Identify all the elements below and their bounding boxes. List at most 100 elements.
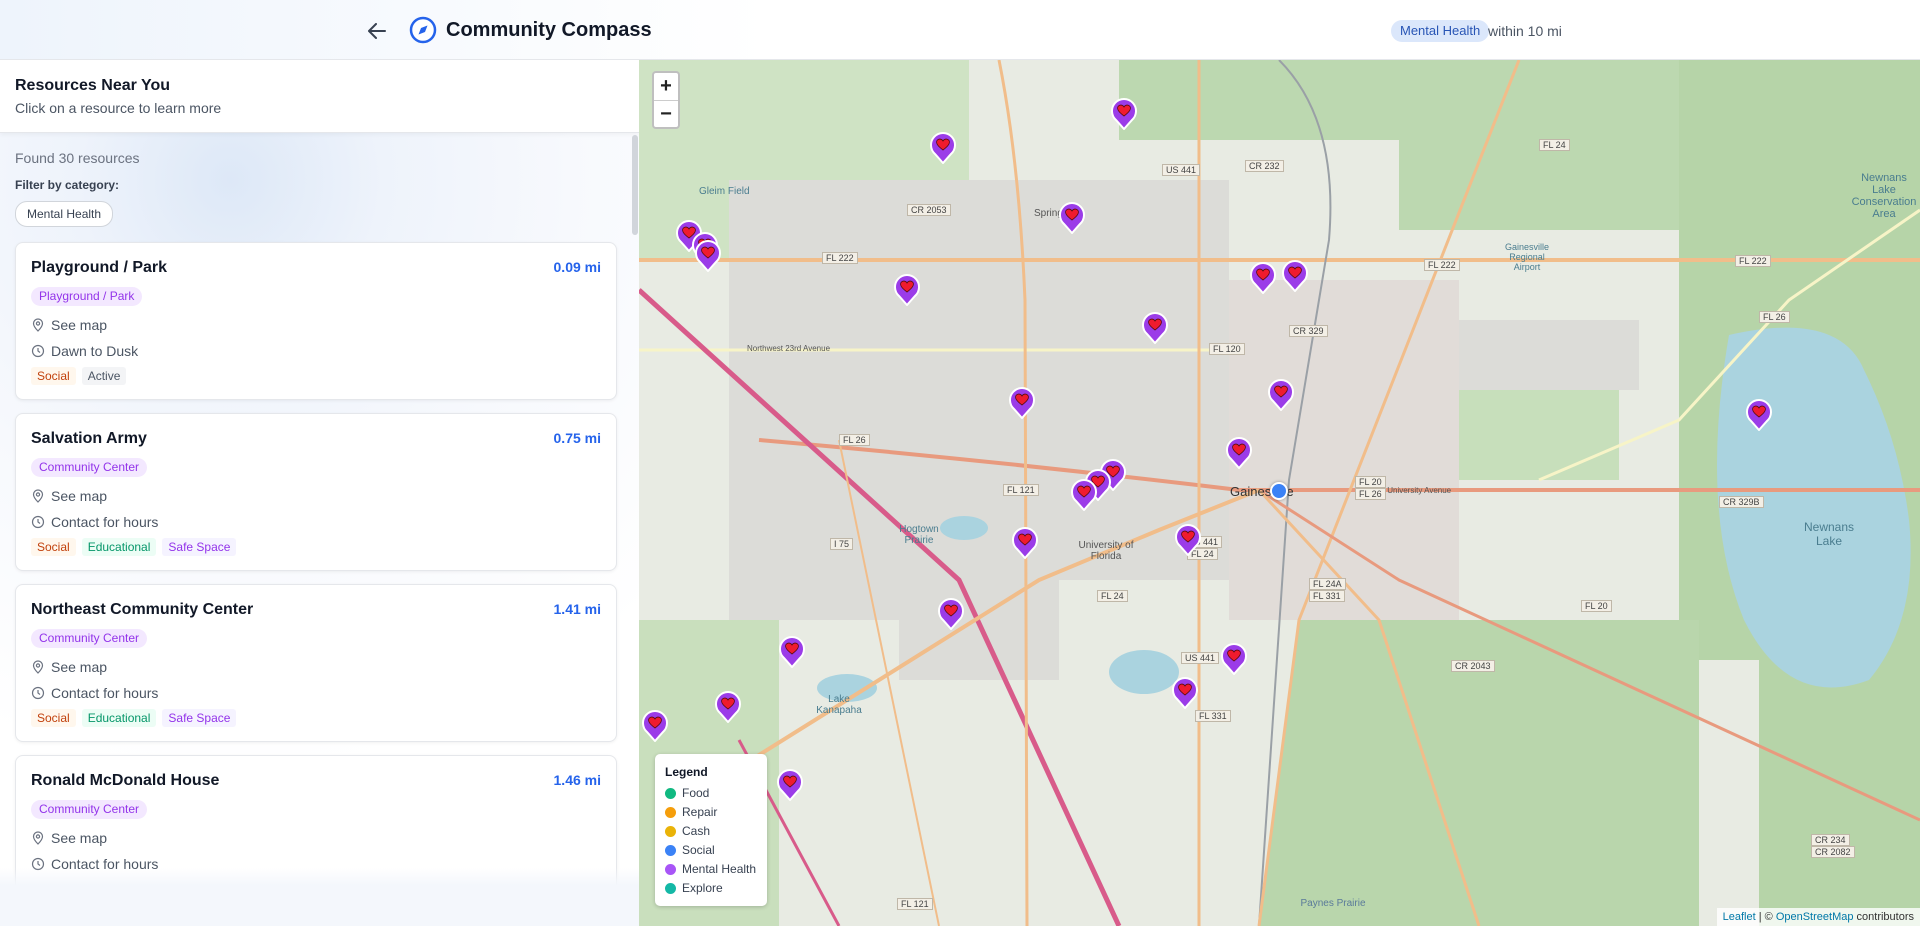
map-pin-icon [32, 489, 44, 503]
zoom-out-button[interactable]: − [660, 103, 672, 125]
see-map-label: See map [51, 488, 108, 504]
legend-label: Mental Health [682, 862, 757, 876]
tag-social: Social [31, 367, 76, 385]
heart-pin-icon [1221, 643, 1247, 676]
see-map-label: See map [51, 830, 108, 846]
heart-pin-icon [1175, 524, 1201, 557]
road-shield: FL 120 [1209, 343, 1245, 355]
resource-type-badge: Community Center [31, 800, 148, 819]
mental-health-marker[interactable] [1267, 377, 1295, 412]
map-label-nw23: Northwest 23rd Avenue [747, 344, 831, 353]
legend-dot [665, 825, 676, 837]
road-shield: FL 26 [1759, 311, 1790, 323]
road-shield: CR 329B [1719, 496, 1764, 508]
map-view[interactable]: Gainesville Newnans Lake University of F… [639, 60, 1920, 926]
mental-health-marker[interactable] [1141, 310, 1169, 345]
mental-health-marker[interactable] [1174, 522, 1202, 557]
legend-dot [665, 863, 676, 875]
resource-type-badge: Community Center [31, 458, 148, 477]
map-legend: Legend Food Repair Cash Social Mental He… [655, 754, 767, 906]
clock-icon [31, 686, 45, 700]
mental-health-marker[interactable] [937, 596, 965, 631]
mental-health-marker[interactable] [1281, 258, 1309, 293]
see-map-link[interactable]: See map [31, 317, 107, 333]
osm-link[interactable]: OpenStreetMap [1775, 911, 1854, 923]
sidebar: Resources Near You Click on a resource t… [0, 60, 639, 926]
leaflet-link[interactable]: Leaflet [1722, 911, 1756, 923]
resource-card[interactable]: Playground / Park 0.09 mi Playground / P… [15, 242, 617, 400]
mental-health-marker[interactable] [694, 238, 722, 273]
road-shield: FL 24A [1309, 578, 1346, 590]
resource-name: Salvation Army [31, 430, 147, 447]
tag-social: Social [31, 709, 76, 727]
mental-health-marker[interactable] [1058, 200, 1086, 235]
resource-card[interactable]: Salvation Army 0.75 mi Community Center … [15, 413, 617, 571]
tag-list: Social Educational Safe Space [31, 709, 237, 727]
heart-pin-icon [1226, 437, 1252, 470]
mental-health-marker[interactable] [714, 689, 742, 724]
clock-icon [31, 344, 45, 358]
see-map-link[interactable]: See map [31, 830, 107, 846]
back-button[interactable] [364, 19, 390, 43]
legend-label: Social [682, 843, 715, 857]
heart-pin-icon [930, 132, 956, 165]
heart-pin-icon [1172, 677, 1198, 710]
mental-health-marker[interactable] [1745, 397, 1773, 432]
road-shield: I 75 [830, 538, 854, 550]
heart-pin-icon [938, 598, 964, 631]
road-shield: FL 222 [1424, 259, 1460, 271]
resource-distance: 0.75 mi [553, 430, 601, 446]
hours-text: Contact for hours [51, 685, 159, 701]
map-label-conservation: Newnans Lake Conservation Area [1851, 172, 1917, 220]
tag-list: Social Educational Safe Space [31, 538, 237, 556]
map-label-paynes-prairie: Paynes Prairie [1300, 898, 1366, 909]
see-map-link[interactable]: See map [31, 659, 107, 675]
mental-health-marker[interactable] [1220, 641, 1248, 676]
road-shield: US 441 [1162, 164, 1201, 176]
sidebar-fade [0, 868, 639, 926]
app-title: Community Compass [446, 19, 652, 41]
mental-health-marker[interactable] [929, 130, 957, 165]
legend-dot [665, 882, 676, 894]
mental-health-marker[interactable] [1008, 385, 1036, 420]
sidebar-scrollbar[interactable] [632, 135, 638, 235]
road-shield: CR 2053 [907, 204, 951, 216]
heart-pin-icon [1071, 479, 1097, 512]
map-label-newnans-lake: Newnans Lake [1803, 520, 1855, 548]
active-filter-chip[interactable]: Mental Health [1391, 20, 1490, 42]
mental-health-marker[interactable] [1171, 675, 1199, 710]
road-shield: FL 24 [1187, 548, 1218, 560]
legend-label: Food [682, 786, 710, 800]
zoom-in-button[interactable]: + [654, 73, 678, 101]
tag-safe-space: Safe Space [162, 709, 237, 727]
road-shield: FL 121 [897, 898, 933, 910]
see-map-link[interactable]: See map [31, 488, 107, 504]
mental-health-marker[interactable] [1011, 525, 1039, 560]
current-location-dot [1270, 482, 1288, 500]
map-attribution: Leaflet | © OpenStreetMap contributors [1716, 908, 1920, 926]
road-shield: FL 24 [1097, 590, 1128, 602]
map-label-hogtown: Hogtown Prairie [899, 524, 939, 546]
mental-health-marker[interactable] [641, 708, 669, 743]
legend-item-repair: Repair [665, 805, 717, 819]
mental-health-marker[interactable] [1249, 260, 1277, 295]
mental-health-marker[interactable] [1225, 435, 1253, 470]
heart-pin-icon [695, 240, 721, 273]
mental-health-marker[interactable] [893, 272, 921, 307]
mental-health-marker[interactable] [776, 767, 804, 802]
road-shield: CR 234 [1811, 834, 1850, 846]
map-label-springtree: Springtree [1034, 208, 1081, 219]
heart-pin-icon [1142, 312, 1168, 345]
heart-pin-icon [1268, 379, 1294, 412]
tag-educational: Educational [81, 538, 157, 556]
road-shield: FL 331 [1195, 710, 1231, 722]
mental-health-marker[interactable] [1070, 477, 1098, 512]
road-shield: CR 232 [1245, 160, 1284, 172]
heart-pin-icon [1012, 527, 1038, 560]
mental-health-marker[interactable] [1110, 96, 1138, 131]
category-chip-mental-health[interactable]: Mental Health [15, 201, 114, 227]
mental-health-marker[interactable] [778, 634, 806, 669]
hours-row: Contact for hours [31, 685, 158, 701]
compass-icon [409, 16, 437, 44]
resource-card[interactable]: Northeast Community Center 1.41 mi Commu… [15, 584, 617, 742]
